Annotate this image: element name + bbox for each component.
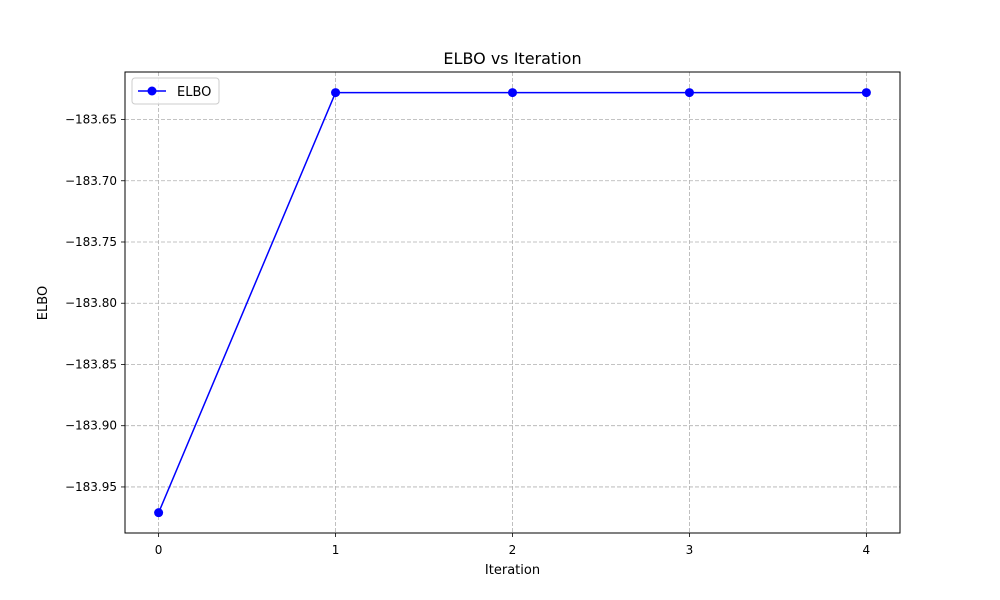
y-tick-label: −183.95	[65, 480, 117, 494]
x-tick-label: 0	[155, 543, 163, 557]
x-tick-label: 2	[509, 543, 517, 557]
grid-lines	[125, 72, 900, 533]
y-axis-label: ELBO	[36, 286, 51, 320]
chart-title: ELBO vs Iteration	[443, 49, 581, 68]
data-point	[331, 88, 341, 98]
x-tick-label: 1	[332, 543, 340, 557]
x-tick-label: 4	[863, 543, 871, 557]
data-point	[861, 88, 871, 98]
x-axis-ticks: 0 1 2 3 4	[155, 533, 870, 557]
legend: ELBO	[131, 77, 220, 105]
legend-box	[131, 77, 220, 105]
y-tick-label: −183.80	[65, 296, 117, 310]
y-tick-label: −183.65	[65, 113, 117, 127]
data-point	[508, 88, 517, 98]
y-tick-label: −183.70	[65, 174, 117, 188]
y-tick-label: −183.90	[65, 419, 117, 433]
data-point	[154, 508, 164, 518]
x-axis-label: Iteration	[485, 563, 540, 578]
y-tick-label: −183.75	[65, 235, 117, 249]
y-axis-ticks: −183.95 −183.90 −183.85 −183.80 −183.75 −183.…	[65, 113, 125, 494]
y-tick-label: −183.85	[65, 357, 117, 371]
data-point	[684, 88, 694, 98]
legend-marker-sample	[147, 86, 157, 96]
legend-label: ELBO	[177, 85, 211, 100]
x-tick-label: 3	[686, 543, 694, 557]
series-layer	[154, 88, 871, 518]
